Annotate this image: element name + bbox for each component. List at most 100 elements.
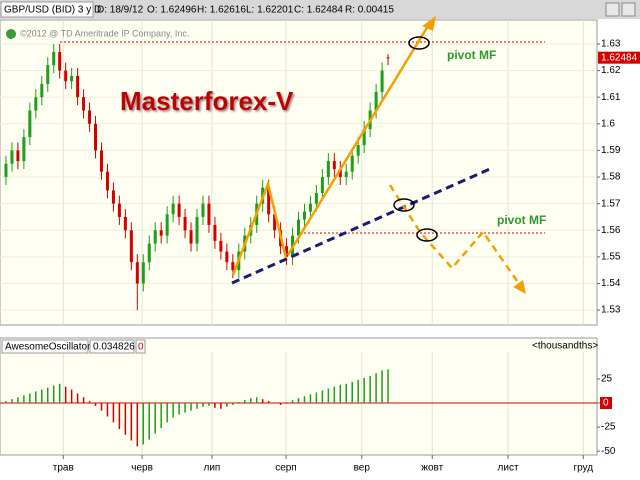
candle-body [273,214,277,231]
candle-body [88,110,92,124]
candle-body [4,163,8,178]
candle-body [40,83,44,98]
y-tick-label: 0 [603,398,609,409]
brand-label: Masterforex-V [120,86,294,116]
candle-body [99,150,103,172]
marker-oval [393,198,415,212]
y-tick-label: 1.6 [601,118,615,129]
value-box [89,339,135,354]
candle-body [356,145,360,156]
candle-body [195,216,199,244]
x-tick-label: лип [204,463,221,474]
candle-body [332,161,336,170]
candle-body [207,203,211,225]
indicator-zero: 0 [138,342,144,353]
candle-body [171,203,175,215]
x-tick-label: лист [498,463,519,474]
close: C: 1.62484 [294,5,343,16]
candle-body [219,240,223,252]
y-tick-label: 1.58 [601,172,621,183]
y-tick-label: 1.59 [601,145,621,156]
candle-body [362,129,366,146]
x-tick-label: груд [573,463,593,474]
zero-box [135,339,146,354]
candle-body [326,161,330,178]
open: O: 1.62496 [147,5,197,16]
y-tick-label: -50 [601,446,616,457]
symbol-box[interactable] [0,1,94,18]
last-price-box [598,51,640,64]
tool-icon[interactable] [605,2,620,17]
candle-body [129,230,133,263]
marker-oval [408,36,430,50]
candle-body [141,262,145,284]
x-tick-label: вер [354,463,371,474]
marks: трав черв лип серп вер жовт лист груд 1.53 1.54 1.… [0,39,640,474]
candle-body [76,75,80,98]
candle-body [189,230,193,244]
candle-body [105,171,109,191]
y-tick-label: 1.63 [601,39,621,50]
indicator-value: 0.034826 [93,342,135,353]
marker-oval [416,228,438,242]
candle-body [22,137,26,162]
candle-body [374,91,378,111]
indicator-box[interactable] [1,339,89,354]
candle-body [302,211,306,220]
date: D: 18/9/12 [97,5,144,16]
candle-body [314,192,318,204]
forecast-line [388,184,524,289]
candle-body [285,246,289,257]
indicator-units: <thousandths> [532,341,598,352]
range: R: 0.00415 [345,5,394,16]
candle-body [10,150,14,164]
candle-body [165,214,169,236]
info-icon[interactable] [6,29,16,39]
low: L: 1.62201 [246,5,294,16]
candle-body [183,216,187,231]
high: H: 1.62616 [197,5,246,16]
pivot-label: pivot MF [497,213,546,227]
candle-body [46,65,50,84]
candle-body [201,203,205,217]
candle-body [52,51,56,66]
candle-body [34,97,38,111]
y-tick-label: 1.57 [601,198,621,209]
y-tick-label: 1.56 [601,225,621,236]
y-tick-label: 1.61 [601,92,621,103]
candle-body [94,123,98,151]
candle-body [28,110,32,138]
y-tick-label: 25 [601,374,613,385]
candle-body [64,70,68,82]
indicator-name: AwesomeOscillator [5,342,91,353]
x-tick-label: черв [131,463,153,474]
candle-body [177,203,181,217]
x-tick-label: жовт [421,463,443,474]
trend-line [231,166,493,285]
candle-body [267,187,271,215]
candle-body [297,219,300,236]
y-tick-label: -25 [601,422,616,433]
candle-body [70,75,74,82]
y-tick-label: 1.55 [601,252,621,263]
last-price-label: 1.62484 [601,52,638,63]
x-tick-label: серп [275,463,297,474]
y-tick-label: 1.62 [601,65,621,76]
wave-arrow [286,25,430,256]
candle-body [386,57,390,59]
arrow-head [422,16,436,31]
candle-body [308,203,312,212]
copyright: ©2012 @ TD Ameritrade IP Company, Inc. [20,28,189,38]
candle-body [338,169,342,178]
candle-body [213,224,217,241]
candle-body [153,230,157,244]
oscillator-panel [0,337,598,456]
candle-body [135,262,139,284]
zero-box [600,397,612,410]
symbol: GBP/USD (BID) 3 y D [4,5,101,16]
candle-body [344,171,348,178]
y-tick-label: 1.54 [601,278,621,289]
pivot-label: pivot MF [447,48,496,62]
tool-icon[interactable] [621,2,636,17]
